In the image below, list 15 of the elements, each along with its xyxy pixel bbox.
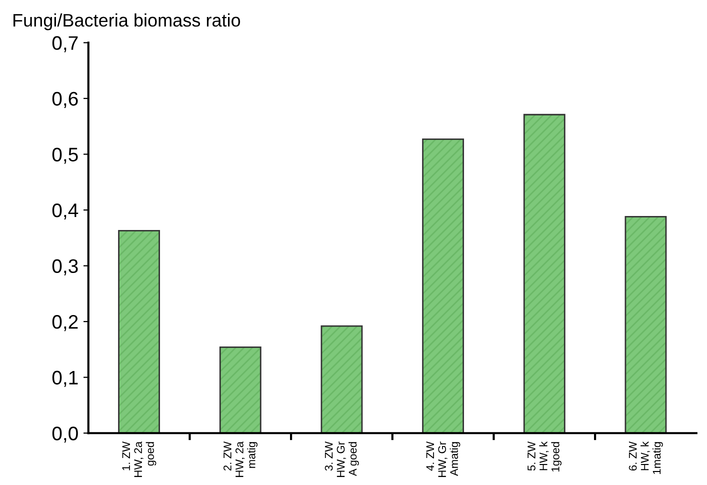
chart-title: Fungi/Bacteria biomass ratio	[14, 13, 240, 30]
x-tick-label: 1. ZW HW, 2a goed	[122, 441, 156, 477]
x-tick-label: 6. ZW HW, k 1matig	[628, 441, 663, 474]
x-tick-label: 3. ZW HW, Gr A goed	[324, 441, 359, 477]
x-tick-label: 4. ZW HW, Gr Amatig	[426, 441, 460, 477]
y-tick-label: 0,1	[52, 370, 78, 387]
y-tick-label: 0,7	[52, 36, 78, 52]
x-tick-label: 2. ZW HW, 2a matig	[224, 441, 258, 477]
y-tick-label: 0,4	[52, 203, 78, 220]
y-tick-label: 0,3	[52, 259, 78, 276]
y-tick-label: 0,5	[52, 148, 78, 164]
y-tick-label: 0,6	[52, 92, 78, 108]
y-tick-label: 0,2	[52, 315, 78, 332]
y-tick-label: 0,0	[52, 426, 78, 443]
x-tick-label: 5. ZW HW, k 1goed	[528, 441, 562, 472]
